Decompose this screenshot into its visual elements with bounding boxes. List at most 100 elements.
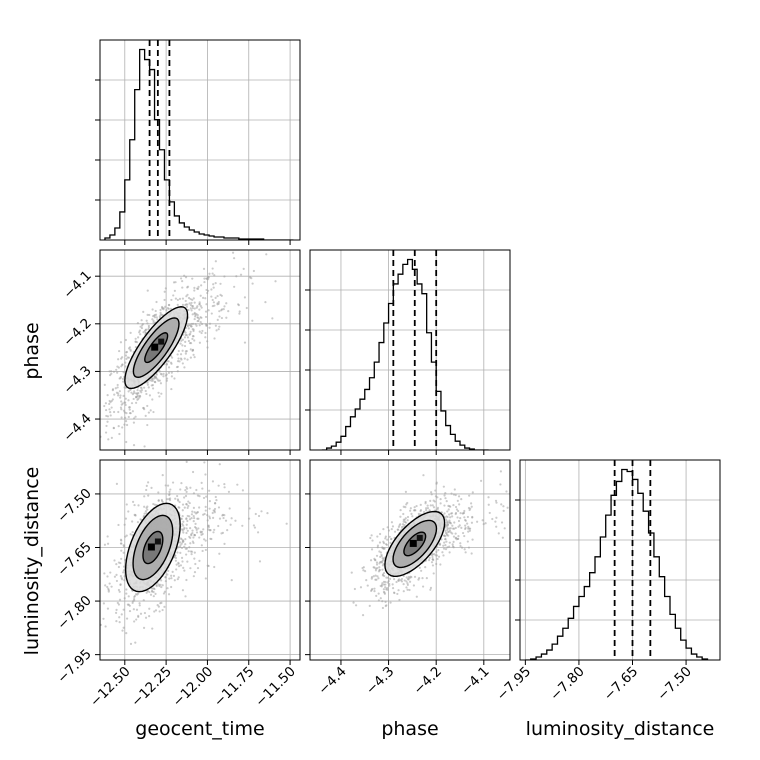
scatter-point [194,315,197,318]
scatter-point [222,516,225,520]
scatter-point [182,566,185,569]
scatter-point [206,346,209,349]
scatter-point [237,304,240,307]
scatter-point [152,587,156,590]
scatter-point [154,375,157,378]
scatter-point [379,584,382,588]
scatter-point [399,515,402,518]
scatter-point [409,507,412,510]
scatter-point [160,601,163,604]
scatter-point [157,605,160,608]
scatter-point [468,529,472,532]
scatter-point [119,538,123,541]
scatter-point [430,491,433,494]
scatter-point [150,486,153,489]
scatter-point [427,559,431,562]
scatter-point [125,503,128,506]
scatter-point [122,571,125,574]
scatter-point [170,577,173,580]
scatter-point [143,445,146,448]
scatter-point [107,587,110,590]
scatter-point [429,586,433,589]
scatter-point [144,616,148,619]
scatter-point [137,592,140,595]
scatter-point [166,484,170,487]
scatter-point [147,481,150,484]
scatter-point [454,511,458,515]
scatter-point [491,517,494,521]
scatter-point [131,410,134,413]
scatter-point [123,579,126,582]
scatter-point [188,302,191,305]
scatter-point [381,600,384,603]
scatter-point [381,568,384,571]
scatter-point [445,520,449,523]
scatter-point [375,563,379,566]
scatter-point [200,284,203,287]
scatter-point [370,589,373,593]
scatter-point [374,559,377,562]
scatter-point [152,319,155,322]
scatter-point [250,277,253,280]
scatter-point [369,536,372,540]
scatter-point [377,570,381,573]
scatter-point [109,414,112,417]
scatter-point [148,615,151,618]
scatter-point [202,496,206,500]
scatter-point [158,610,161,613]
scatter-point [120,578,124,581]
scatter-point [406,588,409,591]
scatter-point [125,350,129,354]
scatter-point [124,517,128,520]
scatter-point [464,551,467,554]
scatter-point [144,389,147,393]
scatter-point [170,375,173,378]
scatter-point [147,326,150,329]
scatter-point [430,561,434,564]
scatter-point [120,549,123,552]
scatter-point [466,522,469,525]
scatter-point [120,416,123,419]
scatter-point [147,328,150,331]
scatter-point [417,512,420,515]
scatter-point [192,492,196,495]
scatter-point [200,544,203,547]
scatter-point [458,503,461,506]
scatter-point [136,389,139,392]
scatter-point [141,324,144,327]
scatter-point [163,590,167,593]
scatter-point [446,510,449,513]
scatter-point [162,375,165,378]
scatter-point [380,554,383,558]
scatter-point [495,525,498,528]
scatter-point [213,304,216,307]
scatter-point [209,537,212,540]
scatter-point [213,274,216,277]
scatter-point [167,593,171,596]
scatter-point [461,531,465,535]
scatter-point [181,589,185,592]
scatter-point [192,514,195,518]
scatter-point [127,603,130,606]
scatter-point [120,557,123,560]
scatter-point [487,503,490,506]
scatter-point [199,316,202,319]
scatter-point [463,516,466,519]
scatter-point [159,382,163,385]
scatter-point [117,366,120,369]
scatter-point [186,285,190,288]
scatter-point [218,552,221,555]
scatter-point [125,423,129,427]
scatter-point [144,328,148,331]
scatter-point [131,530,134,534]
scatter-point [127,595,130,598]
scatter-point [368,604,371,607]
scatter-point [119,575,122,578]
scatter-point [285,522,288,525]
scatter-point [198,303,201,306]
scatter-point [184,494,188,498]
scatter-point [185,460,188,463]
scatter-point [200,481,203,484]
scatter-point [179,488,182,491]
scatter-point [190,553,193,556]
